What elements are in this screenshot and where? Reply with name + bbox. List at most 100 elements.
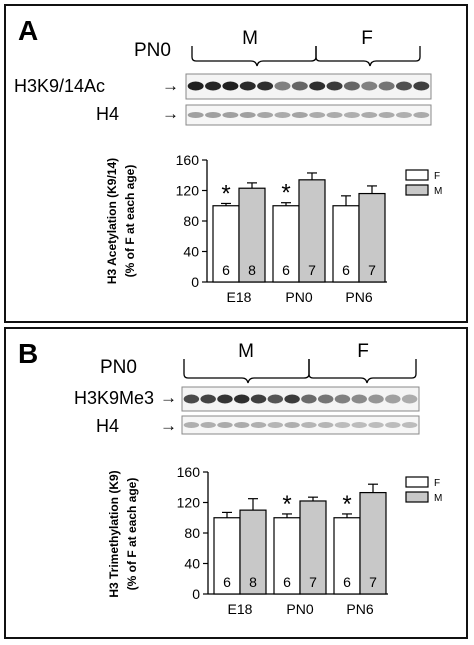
legend-swatch-m bbox=[405, 184, 429, 196]
blot-band bbox=[385, 394, 401, 404]
x-tick-label: PN6 bbox=[345, 289, 372, 305]
significance-marker: * bbox=[281, 180, 290, 207]
y-tick-label: 0 bbox=[192, 586, 200, 602]
male-bracket bbox=[183, 359, 310, 384]
legend-swatch-m bbox=[405, 491, 429, 503]
blot-band bbox=[334, 422, 351, 428]
panel-a: A PN0 M F H3K9/14Ac → H4 → H3 Acetylatio… bbox=[4, 4, 468, 323]
blot-band bbox=[217, 394, 233, 404]
blot-band bbox=[317, 394, 334, 404]
x-tick-label: PN0 bbox=[286, 601, 313, 617]
loading-label: H4 bbox=[96, 416, 119, 436]
group-label-male: M bbox=[242, 28, 258, 49]
significance-marker: * bbox=[342, 491, 351, 518]
blot-band bbox=[239, 112, 256, 118]
blot-band bbox=[291, 81, 308, 91]
panel-b-figure: B PN0 M F H3K9Me3 → H4 → H3 Trimethylati… bbox=[18, 338, 442, 617]
sample-size-label: 7 bbox=[368, 262, 376, 278]
blot-band bbox=[317, 422, 334, 428]
blot-band bbox=[301, 422, 317, 428]
loading-label: H4 bbox=[96, 104, 119, 124]
blot-band bbox=[385, 422, 401, 428]
blot-band bbox=[257, 81, 274, 91]
blot-band bbox=[222, 112, 239, 118]
blot-band bbox=[395, 81, 412, 91]
blot-band bbox=[361, 112, 378, 118]
y-axis-label-line1: H3 Trimethylation (K9) bbox=[107, 470, 121, 597]
bar-m-pn0 bbox=[299, 500, 327, 595]
bar-chart: 0 40 80 120 160 6 8 * E18 6 7 * PN0 6 7 PN6 FM bbox=[176, 152, 443, 305]
blot-band bbox=[217, 422, 233, 428]
sample-size-label: 7 bbox=[309, 574, 317, 590]
time-label: PN0 bbox=[100, 357, 137, 378]
y-tick-label: 120 bbox=[177, 495, 201, 511]
blot-band bbox=[413, 112, 430, 118]
bar-f-e18 bbox=[213, 517, 241, 595]
blot-band bbox=[257, 112, 274, 118]
legend-swatch-f bbox=[405, 476, 429, 488]
blot-band bbox=[413, 81, 430, 91]
blot-band bbox=[187, 112, 204, 118]
y-tick-label: 160 bbox=[177, 464, 201, 480]
sample-size-label: 7 bbox=[369, 574, 377, 590]
blot-band bbox=[343, 81, 360, 91]
blot-band bbox=[284, 422, 300, 428]
blot-band bbox=[395, 112, 412, 118]
x-tick-label: E18 bbox=[228, 601, 253, 617]
female-bracket bbox=[315, 46, 421, 67]
legend-label: M bbox=[434, 186, 442, 197]
bar-m-pn0 bbox=[298, 179, 326, 283]
bar-f-pn6 bbox=[333, 517, 361, 595]
group-label-female: F bbox=[361, 28, 373, 49]
blot-band bbox=[334, 394, 351, 404]
loading-blot-image bbox=[185, 104, 432, 126]
blot-band bbox=[183, 422, 200, 428]
sample-size-label: 6 bbox=[283, 574, 291, 590]
sample-size-label: 6 bbox=[342, 262, 350, 278]
blot-arrow: → bbox=[162, 76, 179, 95]
blot-bands bbox=[183, 394, 418, 404]
significance-marker: * bbox=[221, 180, 230, 207]
blot-band bbox=[326, 112, 343, 118]
significance-marker: * bbox=[282, 491, 291, 518]
blot-band bbox=[378, 112, 395, 118]
panel-letter: B bbox=[18, 338, 38, 369]
blot-band bbox=[351, 422, 367, 428]
y-axis-label-line1: H3 Acetylation (K9/14) bbox=[105, 158, 119, 284]
sample-size-label: 6 bbox=[223, 574, 231, 590]
blot-band bbox=[301, 394, 317, 404]
blot-band bbox=[274, 112, 291, 118]
legend-swatch-f bbox=[405, 169, 429, 181]
loading-bands bbox=[183, 422, 418, 428]
x-tick-label: PN0 bbox=[285, 289, 312, 305]
y-tick-label: 80 bbox=[183, 213, 199, 229]
group-label-female: F bbox=[357, 341, 369, 362]
blot-band bbox=[205, 112, 222, 118]
y-tick-label: 40 bbox=[183, 244, 199, 260]
blot-band bbox=[343, 112, 360, 118]
sample-size-label: 6 bbox=[343, 574, 351, 590]
loading-blot-image bbox=[181, 415, 420, 435]
blot-band bbox=[187, 81, 204, 91]
y-tick-label: 120 bbox=[176, 183, 200, 199]
blot-band bbox=[274, 81, 291, 91]
blot-bands bbox=[187, 81, 430, 91]
blot-band bbox=[361, 81, 378, 91]
panel-letter: A bbox=[18, 15, 38, 46]
legend-label: F bbox=[434, 171, 440, 182]
blot-band bbox=[183, 394, 200, 404]
bar-m-pn6 bbox=[358, 192, 386, 283]
blot-band bbox=[250, 422, 267, 428]
sample-size-label: 8 bbox=[249, 574, 257, 590]
sample-size-label: 6 bbox=[282, 262, 290, 278]
y-tick-label: 40 bbox=[184, 556, 200, 572]
blot-band bbox=[368, 422, 384, 428]
female-bracket bbox=[308, 359, 417, 384]
sample-size-label: 6 bbox=[222, 262, 230, 278]
blot-band bbox=[291, 112, 308, 118]
x-tick-label: PN6 bbox=[346, 601, 373, 617]
sample-size-label: 8 bbox=[248, 262, 256, 278]
blot-band bbox=[378, 81, 395, 91]
blot-band bbox=[401, 394, 418, 404]
panel-a-figure: A PN0 M F H3K9/14Ac → H4 → H3 Acetylatio… bbox=[14, 15, 443, 305]
